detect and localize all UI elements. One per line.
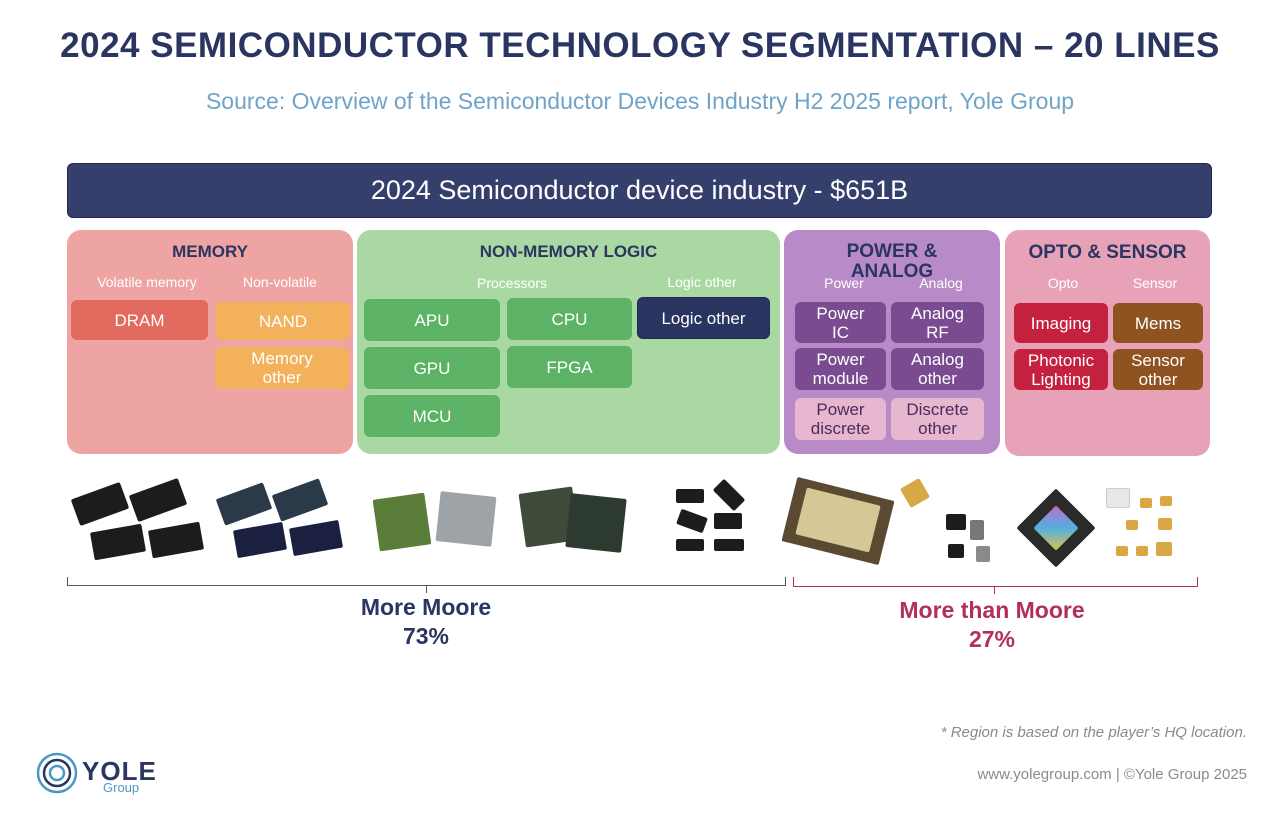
footer-credit: www.yolegroup.com | ©Yole Group 2025: [977, 766, 1247, 783]
page-title: 2024 SEMICONDUCTOR TECHNOLOGY SEGMENTATI…: [60, 26, 1220, 65]
subcategory-label: Sensor: [1132, 275, 1178, 291]
group-value: 27%: [968, 626, 1016, 652]
subcategory-label: Power: [824, 275, 864, 291]
segment-title: POWER & ANALOG: [846, 241, 938, 282]
power-module-icon: [778, 474, 898, 574]
group-label: More than Moore: [899, 597, 1085, 623]
tech-box-gpu: GPU: [364, 347, 500, 389]
tech-box-power-module: Power module: [795, 348, 886, 390]
tech-box-logic-other: Logic other: [637, 297, 770, 339]
more-than-moore-bracket: [793, 577, 1198, 587]
footnote: * Region is based on the player’s HQ loc…: [940, 724, 1247, 741]
tech-box-analog-other: Analog other: [891, 348, 984, 390]
tech-box-sensor-other: Sensor other: [1113, 349, 1203, 390]
subcategory-label: Analog: [919, 275, 963, 291]
tech-box-photonic-lighting: Photonic Lighting: [1014, 349, 1108, 390]
tech-box-discrete-other: Discrete other: [891, 398, 984, 440]
led-sensor-icon: [1106, 486, 1200, 566]
page-subtitle: Source: Overview of the Semiconductor De…: [205, 88, 1075, 114]
tech-box-imaging: Imaging: [1014, 303, 1108, 343]
tech-box-dram: DRAM: [71, 300, 208, 340]
tech-box-power-discrete: Power discrete: [795, 398, 886, 440]
image-sensor-icon: [1016, 488, 1096, 569]
power-discrete-icon: [896, 476, 1001, 571]
segment-title: MEMORY: [172, 242, 248, 261]
segment-memory: MEMORY Volatile memory Non-volatile DRAM…: [67, 230, 353, 454]
group-value: 73%: [402, 623, 450, 649]
tech-box-fpga: FPGA: [507, 346, 632, 388]
tech-box-cpu: CPU: [507, 298, 632, 340]
more-than-moore-label: More than Moore 27%: [852, 596, 1132, 654]
tech-box-apu: APU: [364, 299, 500, 341]
segment-title: OPTO & SENSOR: [1028, 242, 1187, 263]
logo-subtext: Group: [103, 780, 140, 795]
tech-box-nand: NAND: [216, 302, 350, 340]
subcategory-label: Logic other: [667, 274, 737, 290]
bracket-tick: [426, 585, 427, 593]
tech-box-mcu: MCU: [364, 395, 500, 437]
industry-banner: 2024 Semiconductor device industry - $65…: [67, 163, 1212, 218]
memory-chips-icon: [215, 478, 350, 570]
segment-power-analog: POWER & ANALOG Power Analog Power IC Ana…: [784, 230, 1000, 454]
subcategory-label: Volatile memory: [97, 274, 197, 290]
segment-non-memory-logic: NON-MEMORY LOGIC Processors Logic other …: [357, 230, 780, 454]
yole-logo-icon: [36, 752, 78, 794]
segment-opto-sensor: OPTO & SENSOR Opto Sensor Imaging Mems P…: [1005, 230, 1210, 456]
processor-chips-icon: [518, 484, 638, 556]
tech-box-mems: Mems: [1113, 303, 1203, 343]
tech-box-analog-rf: Analog RF: [891, 302, 984, 343]
tech-box-power-ic: Power IC: [795, 302, 886, 343]
group-label: More Moore: [360, 594, 492, 620]
subcategory-label: Processors: [476, 275, 548, 291]
subcategory-label: Non-volatile: [243, 274, 317, 290]
segment-title: NON-MEMORY LOGIC: [479, 242, 658, 261]
more-moore-label: More Moore 73%: [286, 593, 566, 651]
logic-ic-icon: [670, 478, 755, 555]
bracket-tick: [994, 586, 995, 594]
subcategory-label: Opto: [1047, 275, 1079, 291]
memory-chips-icon: [70, 477, 210, 570]
processor-chips-icon: [372, 488, 507, 558]
tech-box-memory-other: Memory other: [215, 347, 349, 389]
logo-wordmark: YOLE: [82, 756, 157, 786]
